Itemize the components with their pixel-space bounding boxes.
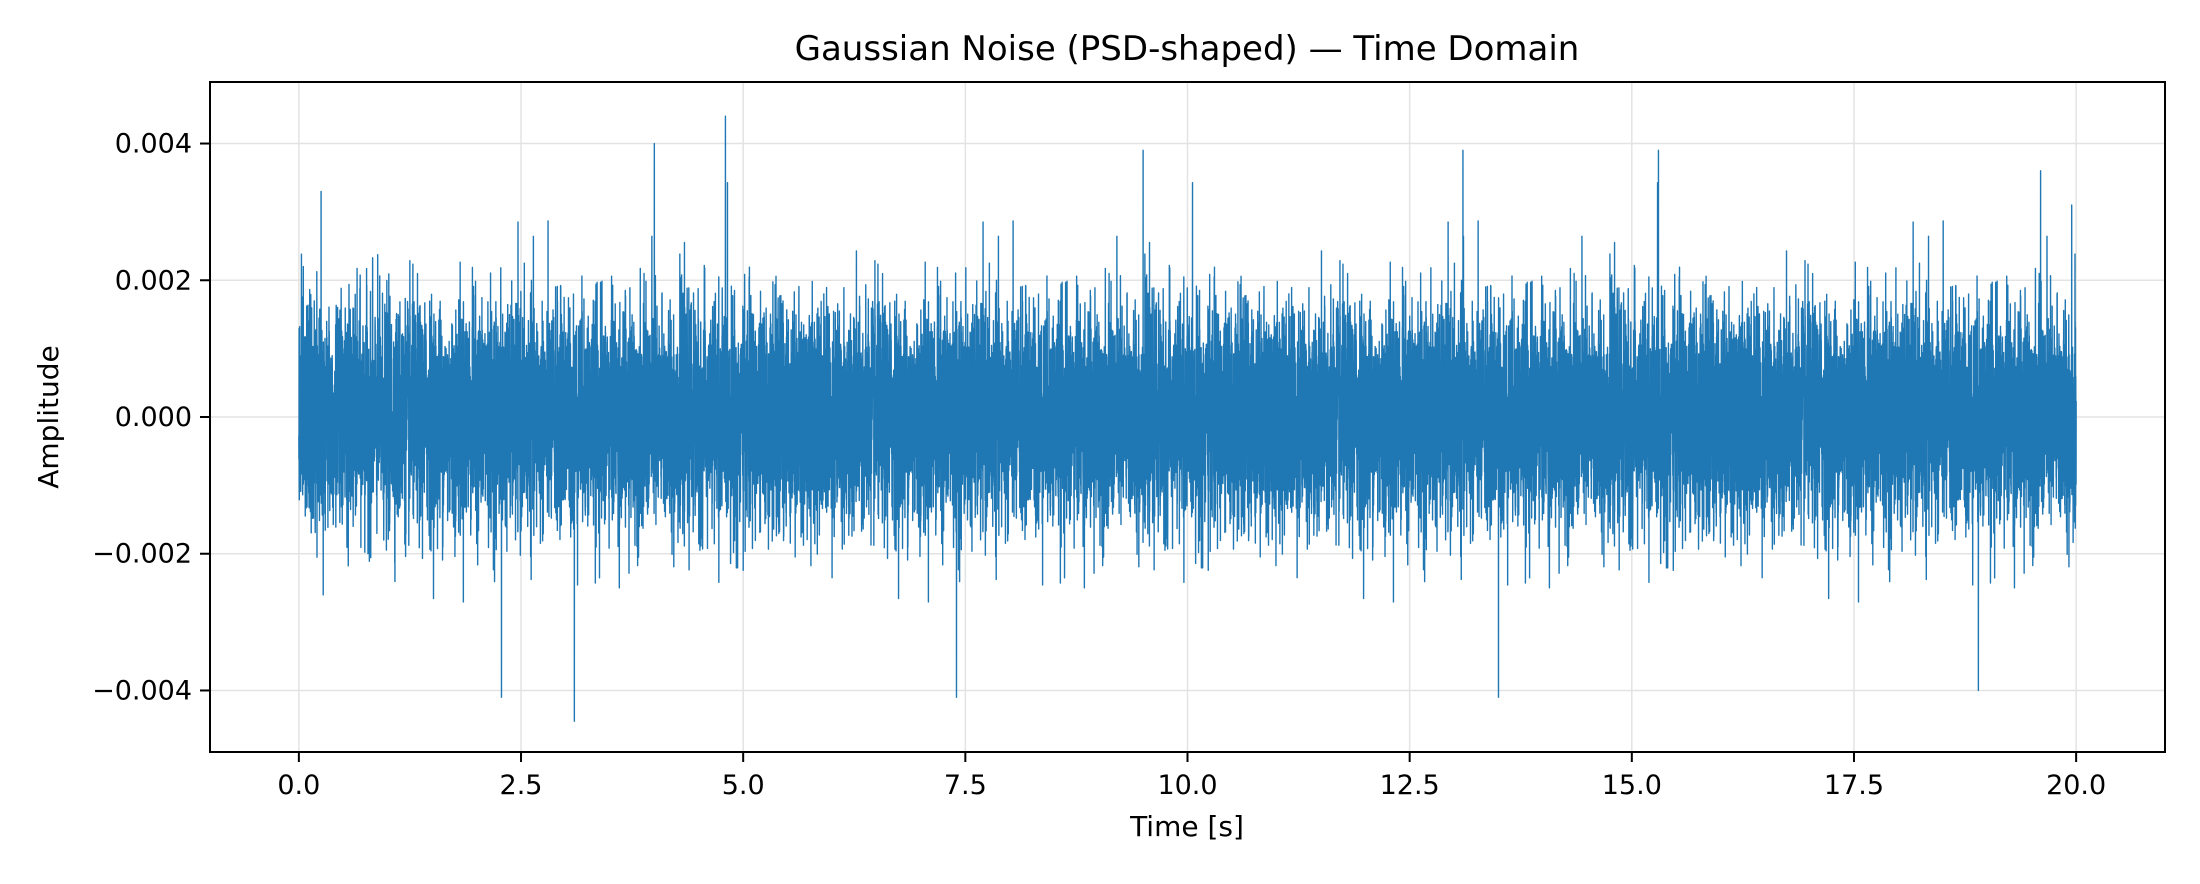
y-tick-label: 0.002 — [115, 265, 192, 296]
y-tick-label: −0.004 — [92, 675, 192, 706]
x-tick-label: 10.0 — [1157, 770, 1217, 801]
x-tick-label: 7.5 — [944, 770, 987, 801]
x-tick-label: 12.5 — [1380, 770, 1440, 801]
x-axis-ticks: 0.0 2.5 5.0 7.5 10.0 12.5 15.0 17.5 20.0 — [277, 752, 2106, 801]
x-axis-label: Time [s] — [1129, 810, 1244, 843]
x-tick-label: 17.5 — [1824, 770, 1884, 801]
x-tick-label: 0.0 — [277, 770, 320, 801]
y-axis-ticks: −0.004 −0.002 0.000 0.002 0.004 — [92, 129, 210, 706]
x-tick-label: 20.0 — [2046, 770, 2106, 801]
y-tick-label: 0.000 — [115, 402, 192, 433]
y-tick-label: −0.002 — [92, 539, 192, 570]
x-tick-label: 2.5 — [500, 770, 543, 801]
y-axis-label: Amplitude — [32, 345, 65, 489]
x-tick-label: 5.0 — [722, 770, 765, 801]
series-layer — [298, 115, 2077, 722]
x-tick-label: 15.0 — [1602, 770, 1662, 801]
chart-title: Gaussian Noise (PSD-shaped) — Time Domai… — [795, 29, 1580, 69]
noise-series-line — [298, 115, 2077, 722]
y-tick-label: 0.004 — [115, 129, 192, 160]
